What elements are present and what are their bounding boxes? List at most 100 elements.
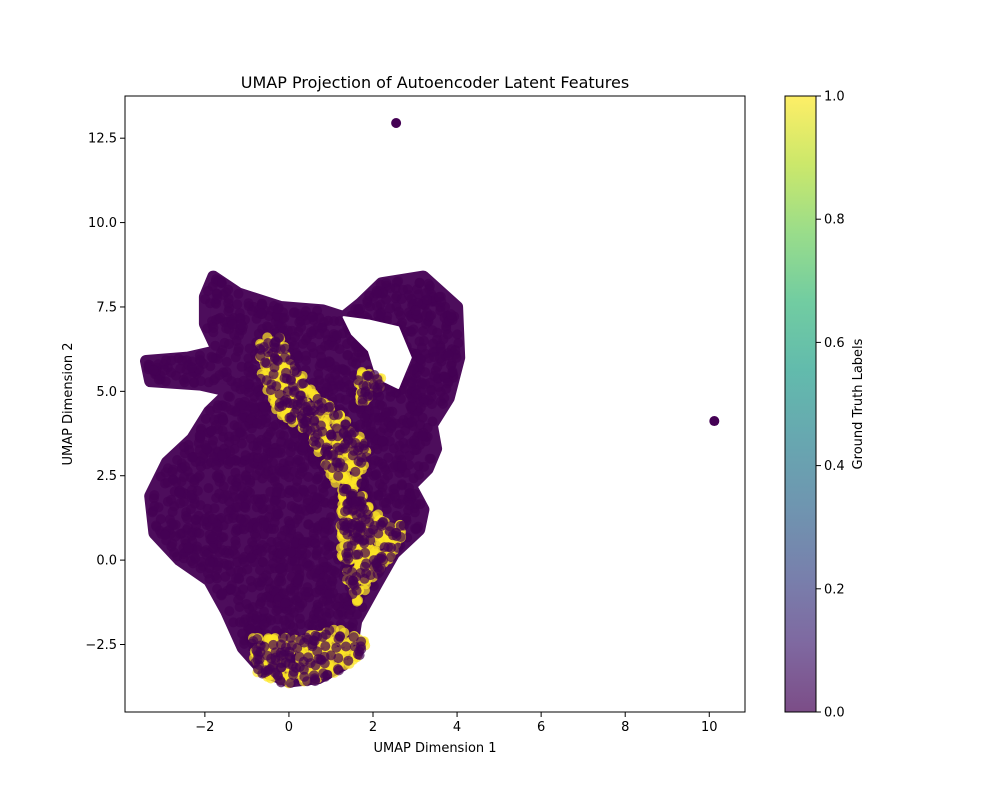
- class-0-point: [237, 628, 248, 639]
- class-0-point: [404, 450, 415, 461]
- class-0-point: [315, 358, 326, 369]
- class-0-point: [326, 581, 337, 591]
- class-0-point: [258, 557, 269, 568]
- class-0-point: [386, 420, 397, 431]
- class-0-overlay-point: [275, 344, 286, 355]
- class-0-point: [447, 366, 458, 377]
- class-0-overlay-point: [333, 471, 344, 481]
- class-0-overlay-point: [292, 643, 303, 653]
- class-0-point: [258, 402, 269, 413]
- class-0-point: [370, 406, 380, 417]
- class-0-point: [446, 309, 456, 320]
- class-0-point: [239, 557, 250, 568]
- class-0-overlay-point: [315, 420, 326, 431]
- class-0-point: [159, 529, 170, 540]
- class-0-point: [166, 541, 177, 552]
- class-0-point: [432, 327, 443, 338]
- class-0-overlay-point: [279, 373, 290, 384]
- class-0-point: [221, 401, 232, 412]
- class-0-overlay-point: [374, 564, 385, 575]
- class-0-point: [394, 499, 405, 509]
- class-0-overlay-point: [288, 666, 299, 677]
- class-0-point: [193, 438, 204, 448]
- class-0-point: [207, 543, 218, 553]
- class-0-point: [261, 437, 272, 448]
- class-0-point: [303, 561, 314, 572]
- class-0-point: [185, 504, 196, 515]
- class-0-point: [364, 290, 375, 301]
- cloud-hole: [342, 316, 412, 389]
- class-0-point: [277, 548, 288, 559]
- class-0-point: [230, 539, 241, 550]
- class-0-point: [160, 376, 171, 387]
- class-0-point: [300, 335, 311, 346]
- class-0-point: [209, 503, 220, 514]
- class-0-point: [298, 484, 309, 495]
- class-0-overlay-point: [340, 506, 350, 517]
- class-0-overlay-point: [391, 527, 402, 538]
- class-0-point: [201, 443, 212, 454]
- class-0-overlay-point: [356, 457, 367, 468]
- class-0-point: [435, 342, 446, 353]
- class-0-point: [271, 605, 282, 616]
- class-0-point: [415, 419, 426, 430]
- class-0-overlay-point: [360, 514, 371, 525]
- class-0-point: [323, 550, 334, 560]
- class-0-point: [256, 546, 267, 557]
- class-0-point: [307, 484, 318, 495]
- class-0-point: [411, 389, 422, 399]
- class-0-point: [234, 493, 245, 504]
- class-0-point: [313, 471, 324, 482]
- class-0-point: [313, 369, 324, 380]
- class-0-point: [348, 618, 358, 628]
- class-0-point: [236, 319, 247, 330]
- class-0-point: [404, 500, 415, 511]
- class-0-point: [383, 470, 393, 481]
- class-0-point: [334, 393, 345, 404]
- class-0-point: [372, 301, 382, 312]
- class-0-overlay-point: [337, 442, 348, 453]
- class-0-overlay-point: [320, 641, 331, 652]
- class-0-point: [410, 305, 421, 316]
- class-0-overlay-point: [253, 650, 264, 661]
- class-0-overlay-point: [341, 484, 352, 495]
- class-0-overlay-point: [361, 568, 372, 579]
- class-0-overlay-point: [360, 547, 371, 558]
- class-0-point: [166, 355, 177, 366]
- class-0-point: [195, 563, 206, 574]
- class-0-overlay-point: [281, 394, 292, 405]
- class-0-point: [179, 472, 189, 482]
- class-0-point: [239, 638, 250, 649]
- class-0-point: [228, 617, 239, 628]
- class-0-point: [255, 391, 266, 401]
- y-tick-label: 12.5: [88, 132, 117, 147]
- class-0-overlay-point: [340, 558, 351, 569]
- class-0-point: [414, 278, 425, 288]
- class-0-overlay-point: [310, 674, 321, 685]
- class-0-point: [211, 471, 222, 482]
- class-0-point: [243, 353, 254, 364]
- colorbar-label: Ground Truth Labels: [851, 338, 866, 469]
- class-0-point: [408, 435, 419, 446]
- class-0-overlay-point: [343, 655, 354, 666]
- class-0-overlay-point: [269, 362, 280, 373]
- class-0-point: [208, 322, 219, 333]
- class-0-point: [232, 299, 243, 310]
- class-0-point: [375, 308, 386, 319]
- y-tick-label: 7.5: [96, 300, 117, 315]
- class-0-point: [410, 523, 421, 534]
- class-0-overlay-point: [351, 496, 361, 507]
- class-0-point: [273, 509, 284, 520]
- outlier-point: [391, 118, 402, 129]
- class-0-point: [312, 503, 322, 514]
- class-0-overlay-point: [350, 549, 361, 560]
- class-0-point: [313, 564, 324, 575]
- class-0-overlay-point: [284, 412, 295, 423]
- class-0-point: [294, 510, 305, 521]
- class-0-point: [381, 407, 391, 418]
- class-0-point: [319, 378, 330, 389]
- colorbar-tick-label: 0.4: [824, 459, 845, 474]
- class-0-point: [252, 418, 262, 429]
- class-0-point: [218, 481, 229, 492]
- class-0-point: [225, 456, 236, 467]
